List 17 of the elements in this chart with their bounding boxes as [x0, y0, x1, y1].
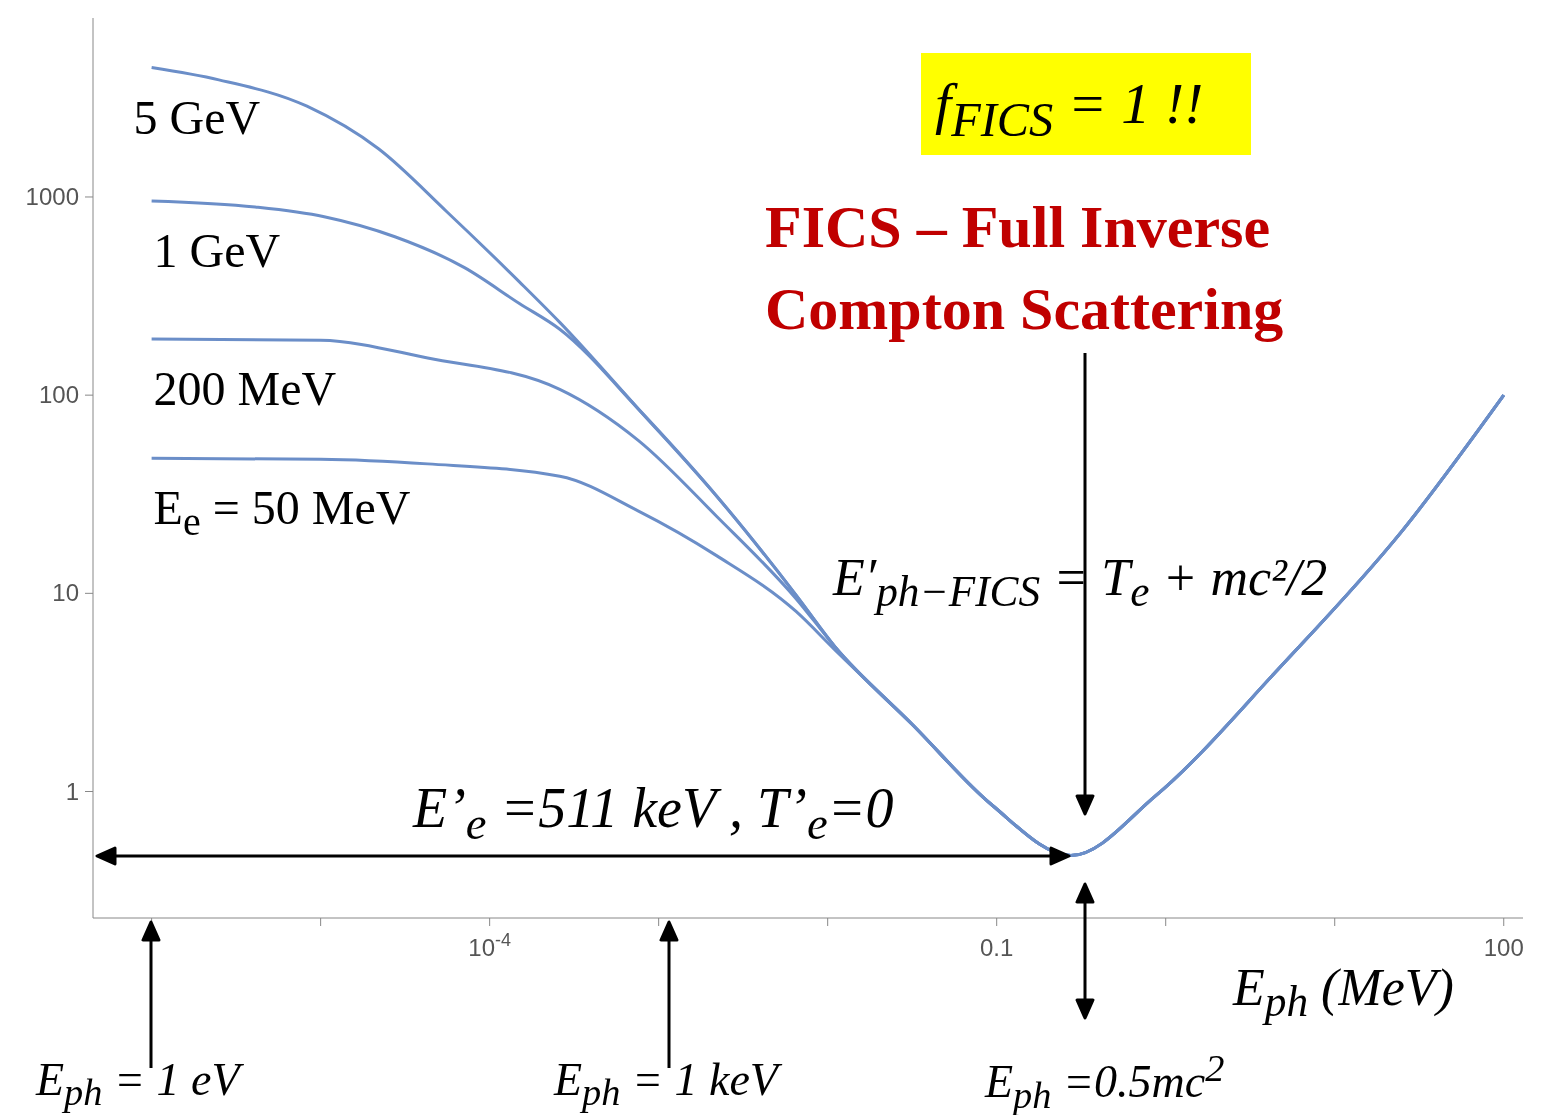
y-tick-label: 1000 — [25, 182, 79, 210]
series-label: E$_{e}$ = 50 MeV — [153, 480, 411, 545]
annotation: f$_{FICS}$ = 1 !! — [921, 53, 1251, 155]
series-label: 5 GeV — [133, 89, 261, 145]
x-tick-label: 10$^{-4}$ — [468, 930, 511, 961]
annotation: E’$_{e}$ =511 keV , T’$_{e}$=0 — [413, 776, 894, 851]
x-axis-title: E$_{ph}$ (MeV) — [1233, 958, 1454, 1027]
x-tick-label: 0.1 — [980, 934, 1014, 961]
y-tick-label: 100 — [38, 381, 79, 409]
text: E$_{ph}$ =0.5mc$^{2}$ — [985, 1046, 1225, 1115]
series-label: 200 MeV — [153, 361, 337, 416]
x-tick-label: 100 — [1483, 934, 1524, 961]
y-tick-label: 1 — [65, 777, 79, 805]
y-tick-label: 10 — [52, 579, 79, 607]
series-label: 1 GeV — [153, 222, 281, 278]
annotation: E′$_{ph−FICS}$ = T$_{e}$ + mc²/2 — [833, 548, 1328, 617]
annotation: FICS – Full Inverse Compton Scattering — [765, 193, 1285, 344]
